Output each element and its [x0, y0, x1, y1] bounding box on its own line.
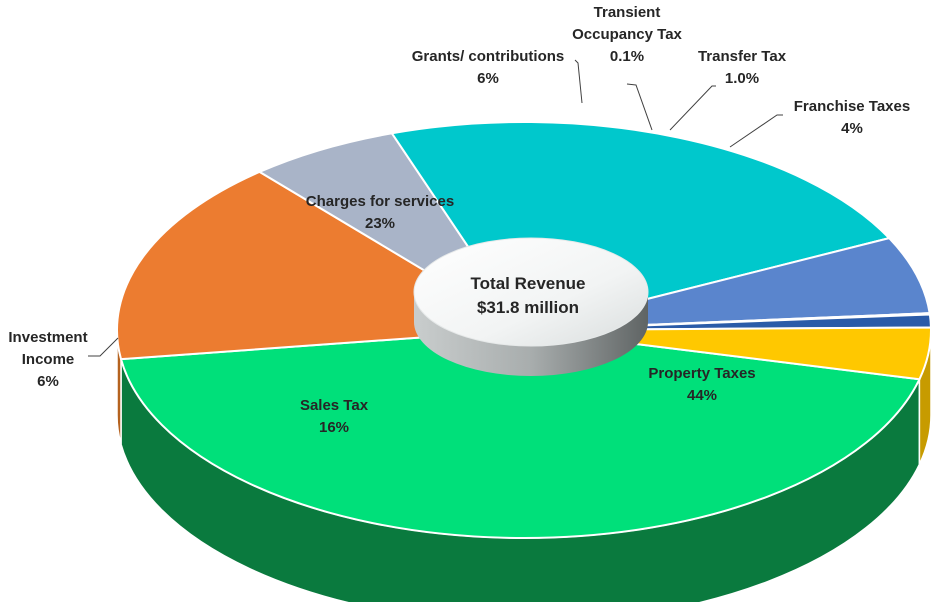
slice-label-grants-contributions: Grants/ contributions 6% — [412, 48, 565, 87]
slice-label-sales-tax: Sales Tax 16% — [300, 397, 369, 436]
center-hub-side — [414, 292, 648, 376]
center-hub: Total Revenue $31.8 million — [413, 237, 649, 376]
center-hub-top — [413, 237, 649, 347]
leader-transient — [626, 83, 653, 131]
slice-label-transient-occupancy-tax: Transient Occupancy Tax 0.1% — [572, 4, 682, 65]
slice-label-charges-for-services: Charges for services 23% — [306, 193, 454, 232]
center-title: Total Revenue — [471, 274, 586, 293]
leader-grants — [574, 59, 583, 104]
slice-label-investment-income: Investment Income 6% — [8, 329, 87, 390]
leader-lines — [88, 59, 783, 357]
leader-investment — [88, 337, 119, 357]
slice-label-property-taxes: Property Taxes 44% — [648, 365, 755, 404]
slice-labels: Property Taxes 44% Sales Tax 16% Investment I… — [8, 4, 910, 436]
center-total: $31.8 million — [477, 298, 579, 317]
slice-label-franchise-taxes: Franchise Taxes 4% — [794, 98, 910, 137]
leader-transfer — [669, 85, 716, 131]
leader-franchise — [729, 114, 783, 148]
slice-label-transfer-tax: Transfer Tax 1.0% — [698, 48, 787, 87]
slice-property-taxes — [120, 329, 921, 539]
